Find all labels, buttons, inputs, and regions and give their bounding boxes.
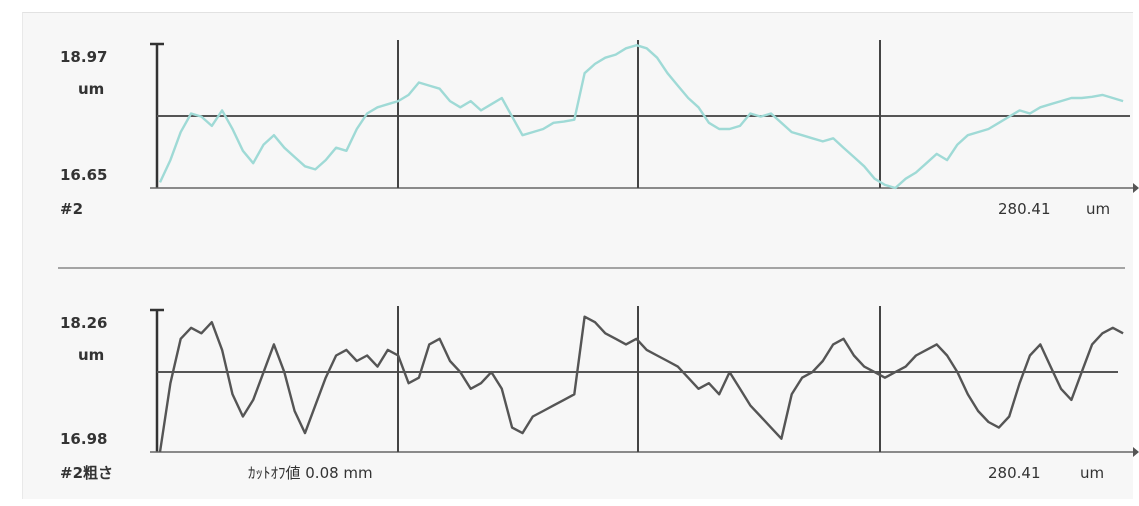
panel-bottom-ymax-label: 18.26 [60,314,107,332]
panel-bottom-x-axis-arrow [1133,447,1139,457]
panel-top-ymin-label: 16.65 [60,166,107,184]
panel-top-profile-line [158,44,1124,190]
panel-top: 18.97 um 16.65 #2 280.41 um [60,40,1139,218]
panel-bottom-cutoff-label: ｶｯﾄｵﾌ値 0.08 mm [248,464,373,482]
panel-top-xunit-label: um [1086,200,1110,218]
chart-frame [22,12,1133,499]
panel-bottom-ymin-label: 16.98 [60,430,107,448]
panel-bottom-xunit-label: um [1080,464,1104,482]
panel-bottom-yunit-label: um [78,346,104,364]
panel-top-yunit-label: um [78,80,104,98]
panel-bottom-name: #2粗さ [60,464,113,482]
panel-top-x-axis-arrow [1133,183,1139,193]
panel-top-ymax-label: 18.97 [60,48,107,66]
panel-top-name: #2 [60,200,83,218]
panel-bottom: 18.26 um 16.98 #2粗さ ｶｯﾄｵﾌ値 0.08 mm 280.4… [60,306,1139,482]
panel-top-xend-label: 280.41 [998,200,1051,218]
panel-bottom-xend-label: 280.41 [988,464,1041,482]
panel-bottom-profile-line [158,315,1124,453]
